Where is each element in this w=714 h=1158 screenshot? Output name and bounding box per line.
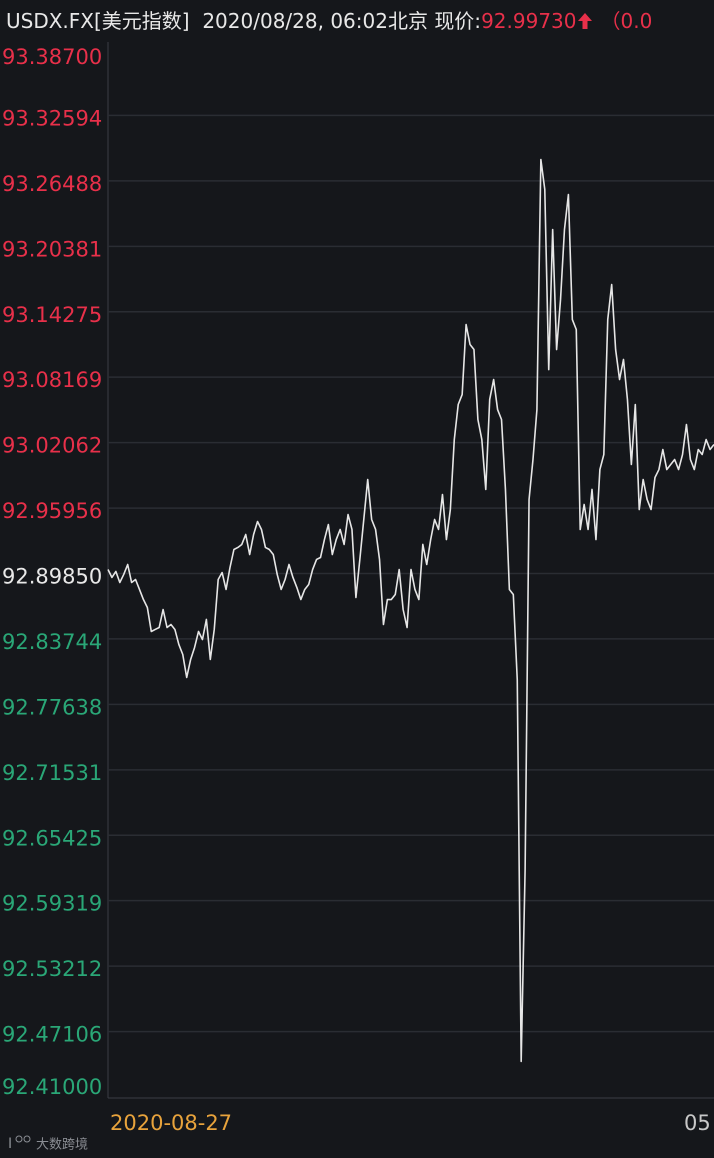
y-tick-label: 93.14275 [2,303,102,327]
up-arrow [577,13,592,29]
y-tick-label: 93.38700 [2,45,102,69]
header: USDX.FX[美元指数] 2020/08/28, 06:02北京 现价:92.… [6,6,714,36]
timestamp: 2020/08/28, 06:02北京 [202,9,428,33]
watermark-logo: I [8,1136,12,1152]
y-tick-label: 92.71531 [2,761,102,785]
y-tick-label: 92.47106 [2,1023,102,1047]
y-tick-label: 92.41000 [2,1075,102,1099]
symbol: USDX.FX[美元指数] [6,9,190,33]
watermark: I 大数跨境 [8,1135,88,1153]
y-tick-label: 92.53212 [2,957,102,981]
y-tick-label: 93.08169 [2,368,102,392]
price-label: 现价: [434,9,482,33]
watermark-logo [23,1135,31,1143]
y-tick-label: 93.26488 [2,172,102,196]
x-tick-label: 05 [684,1111,711,1135]
price-line [107,158,714,1063]
y-tick-label: 92.59319 [2,892,102,916]
y-tick-label: 92.65425 [2,826,102,850]
x-tick-label: 2020-08-27 [110,1111,232,1135]
change: （0.0 [600,9,653,33]
watermark-text: 大数跨境 [36,1138,88,1153]
y-tick-label: 93.32594 [2,106,102,130]
y-tick-label: 93.20381 [2,237,102,261]
y-tick-label: 92.77638 [2,695,102,719]
price: 92.99730 [481,9,577,33]
y-tick-label: 92.89850 [2,565,102,589]
y-tick-label: 92.83744 [2,630,102,654]
watermark-logo [15,1135,23,1143]
y-tick-label: 93.02062 [2,434,102,458]
y-tick-label: 92.95956 [2,499,102,523]
